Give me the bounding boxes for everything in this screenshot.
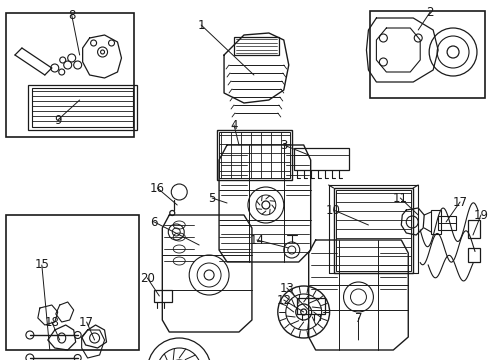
Text: 15: 15 [34,258,49,271]
Bar [6,13,134,137]
Text: 20: 20 [140,271,155,284]
Bar [334,188,413,273]
Bar [468,248,480,262]
Bar [370,11,485,98]
Text: 16: 16 [150,181,165,194]
Bar [297,298,324,314]
Bar [431,210,441,234]
Bar [32,88,133,127]
Bar [6,215,140,350]
Text: 19: 19 [473,208,489,221]
Text: 18: 18 [44,315,59,328]
Bar [217,130,292,180]
Bar [336,190,411,271]
Bar [219,132,290,178]
Bar [438,216,456,230]
Bar [28,85,137,130]
Text: 17: 17 [453,195,467,208]
Text: 8: 8 [68,9,75,22]
Bar [234,37,279,55]
Text: 1: 1 [197,18,205,32]
Bar [294,148,348,170]
Text: 9: 9 [54,113,62,126]
Text: 10: 10 [326,203,341,216]
Text: 12: 12 [276,293,291,306]
Bar [468,220,480,238]
Text: 2: 2 [426,5,434,18]
Bar [154,290,172,302]
Text: 4: 4 [230,118,238,131]
Text: 13: 13 [279,282,294,294]
Text: 11: 11 [393,192,408,204]
Text: 7: 7 [355,311,362,324]
Text: 3: 3 [280,139,288,152]
Text: 17: 17 [79,315,94,328]
Text: 14: 14 [249,234,265,247]
Text: 5: 5 [208,192,216,204]
Text: 6: 6 [150,216,158,229]
